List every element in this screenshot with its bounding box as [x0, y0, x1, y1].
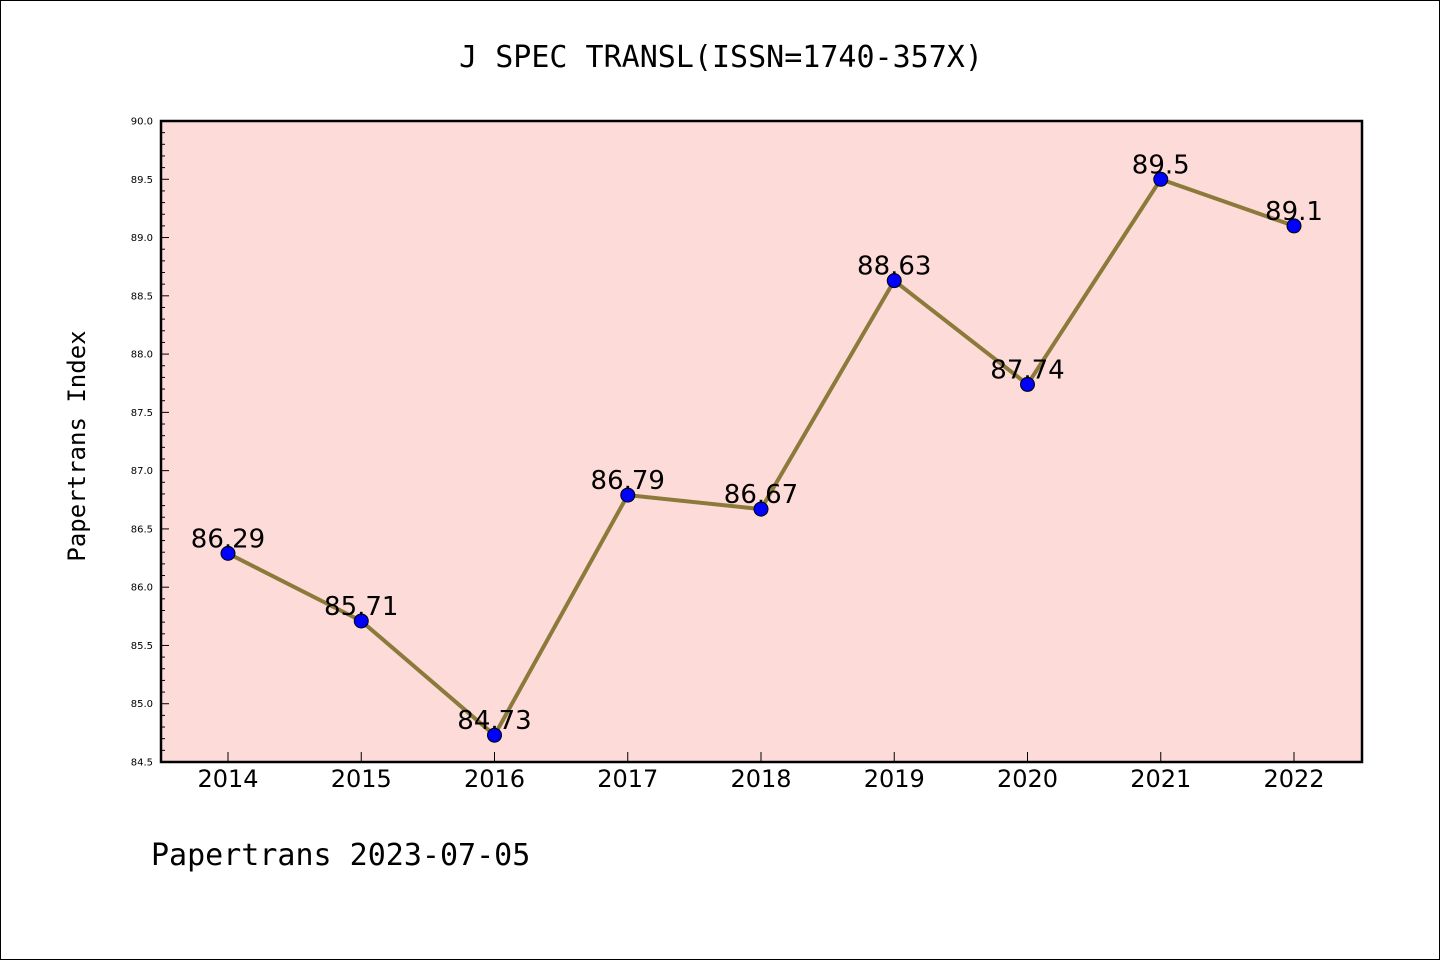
x-tick-label: 2015 [331, 765, 392, 793]
y-tick-label: 86.5 [131, 524, 153, 535]
data-point [220, 545, 236, 561]
data-label: 89.5 [1132, 150, 1190, 180]
data-label: 88.63 [857, 252, 931, 282]
data-point [353, 613, 369, 629]
data-point [1020, 376, 1035, 392]
x-tick-label: 2016 [464, 765, 525, 793]
data-point [753, 501, 769, 517]
x-tick-label: 2017 [597, 765, 658, 793]
x-tick-label: 2022 [1263, 765, 1324, 793]
x-tick-label: 2018 [730, 765, 791, 793]
y-tick-label: 84.5 [131, 758, 153, 769]
y-tick-label: 89.5 [131, 175, 153, 186]
data-label: 86.29 [191, 524, 265, 554]
data-labels: 86.29 85.71 84.73 86.79 86.67 88.63 87.74 89.5 8… [191, 150, 1323, 736]
chart-title: J SPEC TRANSL(ISSN=1740-357X) [459, 40, 983, 75]
x-axis: 2014 2015 2016 2017 2018 2019 2020 2021 2022 [197, 752, 1325, 793]
x-tick-label: 2014 [197, 765, 258, 793]
x-tick-label: 2019 [864, 765, 925, 793]
x-tick-label: 2021 [1130, 765, 1191, 793]
data-point [487, 727, 502, 743]
y-tick-label: 86.0 [131, 583, 153, 594]
data-label: 86.79 [591, 466, 665, 496]
footer-date: Papertrans 2023-07-05 [151, 838, 530, 873]
y-tick-label: 87.5 [131, 408, 153, 419]
y-tick-label: 87.0 [131, 466, 153, 477]
x-tick-label: 2020 [997, 765, 1058, 793]
data-label: 87.74 [990, 355, 1064, 385]
series-markers [220, 171, 1302, 743]
y-tick-label: 85.5 [131, 641, 153, 652]
data-point [886, 273, 902, 289]
plot-area [159, 119, 1364, 764]
y-axis: 84.5 85.0 85.5 86.0 86.5 87.0 87.5 88.0 88.5 89.0… [131, 117, 169, 769]
y-tick-label: 89.0 [131, 233, 153, 244]
y-tick-label: 88.5 [131, 291, 153, 302]
y-tick-label: 85.0 [131, 699, 153, 710]
data-label: 85.71 [324, 592, 398, 622]
data-label: 84.73 [457, 706, 531, 736]
data-label: 89.1 [1265, 197, 1323, 227]
data-point [1153, 171, 1169, 187]
data-label: 86.67 [724, 480, 798, 510]
y-axis-label: Papertrans Index [63, 330, 91, 561]
y-tick-label: 88.0 [131, 350, 153, 361]
data-point [620, 487, 636, 503]
data-point [1286, 218, 1302, 234]
y-tick-label: 90.0 [131, 117, 153, 128]
